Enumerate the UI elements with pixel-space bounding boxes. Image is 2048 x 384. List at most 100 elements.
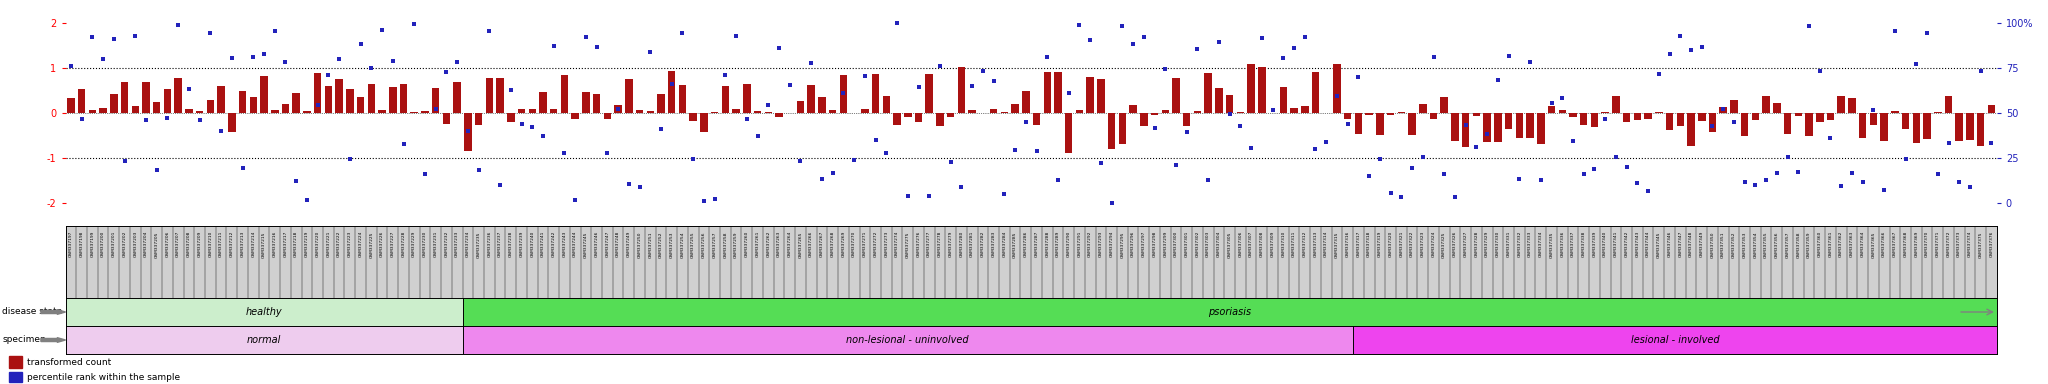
Point	[1686, 44, 1718, 50]
Text: GSM337354: GSM337354	[1753, 231, 1757, 258]
Text: GSM337243: GSM337243	[563, 231, 567, 257]
Text: GSM337224: GSM337224	[358, 231, 362, 257]
Text: GSM337349: GSM337349	[1700, 231, 1704, 257]
Bar	[1430, 113, 1438, 119]
Text: GSM337358: GSM337358	[1796, 231, 1800, 258]
Bar	[1763, 96, 1769, 113]
Text: healthy: healthy	[246, 307, 283, 317]
Point	[698, 196, 731, 202]
Text: GSM337347: GSM337347	[1677, 231, 1681, 257]
Text: GSM337355: GSM337355	[1763, 231, 1767, 258]
Bar	[1505, 113, 1511, 129]
Text: GSM337204: GSM337204	[143, 231, 147, 257]
Bar	[1591, 113, 1597, 127]
Text: GSM337319: GSM337319	[1378, 231, 1382, 257]
Point	[1888, 156, 1921, 162]
Bar	[678, 84, 686, 113]
Bar	[1612, 96, 1620, 113]
Text: GSM337362: GSM337362	[1839, 231, 1843, 257]
Bar	[1495, 113, 1501, 142]
Text: GSM337218: GSM337218	[295, 231, 299, 257]
Text: GSM337334: GSM337334	[1538, 231, 1542, 257]
Bar	[1386, 113, 1395, 115]
Bar	[764, 112, 772, 113]
Text: GSM337199: GSM337199	[90, 231, 94, 257]
Text: GSM337321: GSM337321	[1399, 231, 1403, 257]
Bar	[1655, 112, 1663, 113]
Text: GSM337234: GSM337234	[465, 231, 469, 257]
Text: GSM337255: GSM337255	[690, 231, 694, 258]
Bar	[1171, 78, 1180, 113]
Bar	[1622, 113, 1630, 122]
Bar	[1311, 73, 1319, 113]
Point	[655, 81, 688, 87]
Text: GSM337357: GSM337357	[1786, 231, 1790, 258]
Bar	[8, 356, 20, 367]
Text: GSM337267: GSM337267	[819, 231, 823, 257]
Point	[1804, 68, 1837, 74]
Text: GSM337301: GSM337301	[1184, 231, 1188, 257]
Point	[526, 133, 559, 139]
Bar	[958, 67, 965, 113]
Text: GSM337341: GSM337341	[1614, 231, 1618, 257]
Point	[1116, 41, 1149, 47]
Point	[999, 147, 1032, 153]
Text: GSM337313: GSM337313	[1313, 231, 1317, 257]
Text: GSM337248: GSM337248	[616, 231, 621, 257]
Bar	[647, 111, 653, 113]
Point	[635, 49, 668, 55]
Bar	[1538, 113, 1544, 144]
Bar	[227, 113, 236, 132]
Text: GSM337235: GSM337235	[477, 231, 481, 258]
Bar	[819, 97, 825, 113]
Bar	[1804, 113, 1812, 136]
Text: GSM337337: GSM337337	[1571, 231, 1575, 257]
Bar	[367, 84, 375, 113]
Text: GSM337314: GSM337314	[1325, 231, 1329, 257]
Bar	[453, 82, 461, 113]
Bar	[1665, 113, 1673, 130]
Text: GSM337256: GSM337256	[702, 231, 707, 258]
Point	[1706, 106, 1739, 113]
Bar	[1065, 113, 1073, 153]
Text: GSM337214: GSM337214	[252, 231, 256, 257]
Bar	[250, 97, 258, 113]
Text: GSM337376: GSM337376	[1989, 231, 1993, 257]
Point	[225, 165, 258, 171]
Point	[1159, 162, 1192, 168]
Text: GSM337330: GSM337330	[1495, 231, 1499, 257]
Bar	[184, 109, 193, 113]
Bar	[1913, 113, 1921, 142]
Point	[55, 63, 88, 70]
Bar	[711, 112, 719, 113]
Bar	[518, 109, 524, 113]
Point	[344, 41, 377, 47]
Text: GSM337207: GSM337207	[176, 231, 180, 257]
Bar	[508, 113, 514, 122]
Point	[506, 121, 539, 127]
Text: GSM337353: GSM337353	[1743, 231, 1747, 258]
Point	[549, 150, 582, 156]
Bar	[1473, 113, 1481, 116]
Point	[645, 126, 678, 132]
Point	[195, 30, 227, 36]
Point	[494, 87, 526, 93]
Point	[141, 167, 174, 173]
Text: GSM337222: GSM337222	[338, 231, 342, 257]
Point	[1169, 129, 1202, 136]
Text: lesional - involved: lesional - involved	[1630, 335, 1718, 345]
Point	[666, 30, 698, 36]
Bar	[485, 78, 494, 113]
Bar	[582, 92, 590, 113]
Text: GSM337365: GSM337365	[1872, 231, 1876, 258]
Bar	[551, 109, 557, 113]
Bar	[68, 98, 74, 113]
Bar	[1440, 97, 1448, 113]
Point	[182, 117, 215, 123]
Bar	[754, 111, 762, 113]
Text: GSM337293: GSM337293	[1100, 231, 1104, 257]
Point	[1106, 23, 1139, 29]
Text: GSM337311: GSM337311	[1292, 231, 1296, 257]
Bar	[1903, 113, 1909, 129]
Point	[1772, 154, 1804, 160]
